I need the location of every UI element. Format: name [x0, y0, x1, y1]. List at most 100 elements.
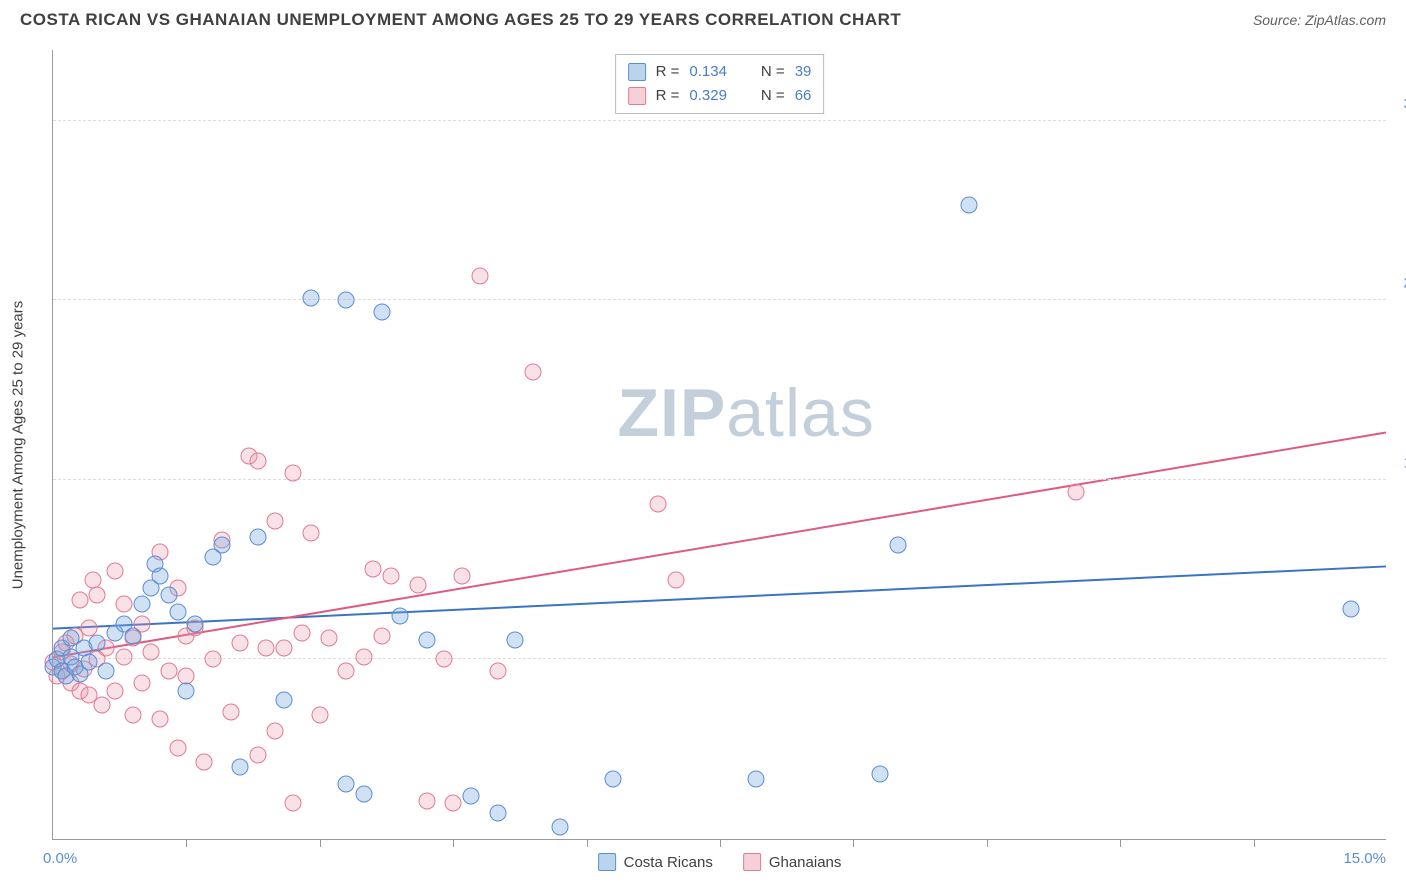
data-point	[285, 795, 302, 812]
x-tick	[1254, 839, 1255, 847]
data-point	[356, 785, 373, 802]
data-point	[302, 289, 319, 306]
r-label: R =	[656, 84, 680, 108]
data-point	[222, 704, 239, 721]
stats-row-pink: R = 0.329 N = 66	[628, 84, 812, 108]
n-value-pink: 66	[795, 84, 812, 108]
data-point	[89, 586, 106, 603]
data-point	[125, 627, 142, 644]
data-point	[169, 740, 186, 757]
watermark-light: atlas	[726, 375, 875, 451]
data-point	[302, 524, 319, 541]
source-prefix: Source:	[1253, 12, 1305, 28]
data-point	[409, 577, 426, 594]
data-point	[436, 651, 453, 668]
chart-header: COSTA RICAN VS GHANAIAN UNEMPLOYMENT AMO…	[0, 0, 1406, 30]
data-point	[961, 196, 978, 213]
data-point	[160, 586, 177, 603]
swatch-pink-icon	[743, 853, 761, 871]
n-label: N =	[761, 60, 785, 84]
data-point	[418, 792, 435, 809]
data-point	[231, 634, 248, 651]
data-point	[551, 819, 568, 836]
data-point	[276, 692, 293, 709]
data-point	[98, 663, 115, 680]
data-point	[151, 567, 168, 584]
n-value-blue: 39	[795, 60, 812, 84]
data-point	[294, 625, 311, 642]
data-point	[213, 536, 230, 553]
gridline	[53, 658, 1386, 659]
x-tick	[320, 839, 321, 847]
swatch-blue-icon	[598, 853, 616, 871]
data-point	[133, 675, 150, 692]
source-name: ZipAtlas.com	[1305, 12, 1386, 28]
watermark: ZIPatlas	[617, 374, 874, 452]
data-point	[418, 632, 435, 649]
data-point	[276, 639, 293, 656]
data-point	[93, 696, 110, 713]
y-axis-title: Unemployment Among Ages 25 to 29 years	[10, 300, 27, 589]
data-point	[285, 464, 302, 481]
data-point	[169, 603, 186, 620]
data-point	[507, 632, 524, 649]
data-point	[196, 754, 213, 771]
data-point	[187, 615, 204, 632]
data-point	[649, 495, 666, 512]
legend-item-blue: Costa Ricans	[598, 853, 713, 871]
data-point	[320, 629, 337, 646]
x-tick	[587, 839, 588, 847]
data-point	[747, 771, 764, 788]
x-tick	[853, 839, 854, 847]
x-tick	[987, 839, 988, 847]
data-point	[80, 653, 97, 670]
data-point	[142, 644, 159, 661]
stats-legend: R = 0.134 N = 39 R = 0.329 N = 66	[615, 54, 825, 114]
data-point	[133, 596, 150, 613]
data-point	[374, 304, 391, 321]
watermark-bold: ZIP	[617, 375, 726, 451]
data-point	[454, 567, 471, 584]
swatch-blue-icon	[628, 63, 646, 81]
data-point	[267, 512, 284, 529]
n-label: N =	[761, 84, 785, 108]
data-point	[125, 706, 142, 723]
data-point	[107, 682, 124, 699]
trend-line-blue	[53, 566, 1386, 628]
x-axis-max-label: 15.0%	[1343, 850, 1386, 867]
data-point	[231, 759, 248, 776]
data-point	[249, 529, 266, 546]
data-point	[391, 608, 408, 625]
data-point	[382, 567, 399, 584]
gridline	[53, 299, 1386, 300]
data-point	[525, 364, 542, 381]
x-tick	[1120, 839, 1121, 847]
legend-item-pink: Ghanaians	[743, 853, 842, 871]
series-legend: Costa Ricans Ghanaians	[598, 853, 842, 871]
r-value-blue: 0.134	[689, 60, 727, 84]
chart-source: Source: ZipAtlas.com	[1253, 12, 1386, 28]
data-point	[338, 663, 355, 680]
data-point	[258, 639, 275, 656]
swatch-pink-icon	[628, 87, 646, 105]
data-point	[445, 795, 462, 812]
data-point	[178, 682, 195, 699]
data-point	[489, 663, 506, 680]
x-tick	[453, 839, 454, 847]
data-point	[374, 627, 391, 644]
r-label: R =	[656, 60, 680, 84]
gridline	[53, 479, 1386, 480]
r-value-pink: 0.329	[689, 84, 727, 108]
data-point	[116, 649, 133, 666]
data-point	[356, 649, 373, 666]
legend-label: Ghanaians	[769, 854, 842, 871]
data-point	[872, 766, 889, 783]
data-point	[205, 651, 222, 668]
stats-row-blue: R = 0.134 N = 39	[628, 60, 812, 84]
data-point	[667, 572, 684, 589]
data-point	[365, 560, 382, 577]
data-point	[267, 723, 284, 740]
chart-title: COSTA RICAN VS GHANAIAN UNEMPLOYMENT AMO…	[20, 10, 901, 30]
legend-label: Costa Ricans	[624, 854, 713, 871]
data-point	[151, 711, 168, 728]
